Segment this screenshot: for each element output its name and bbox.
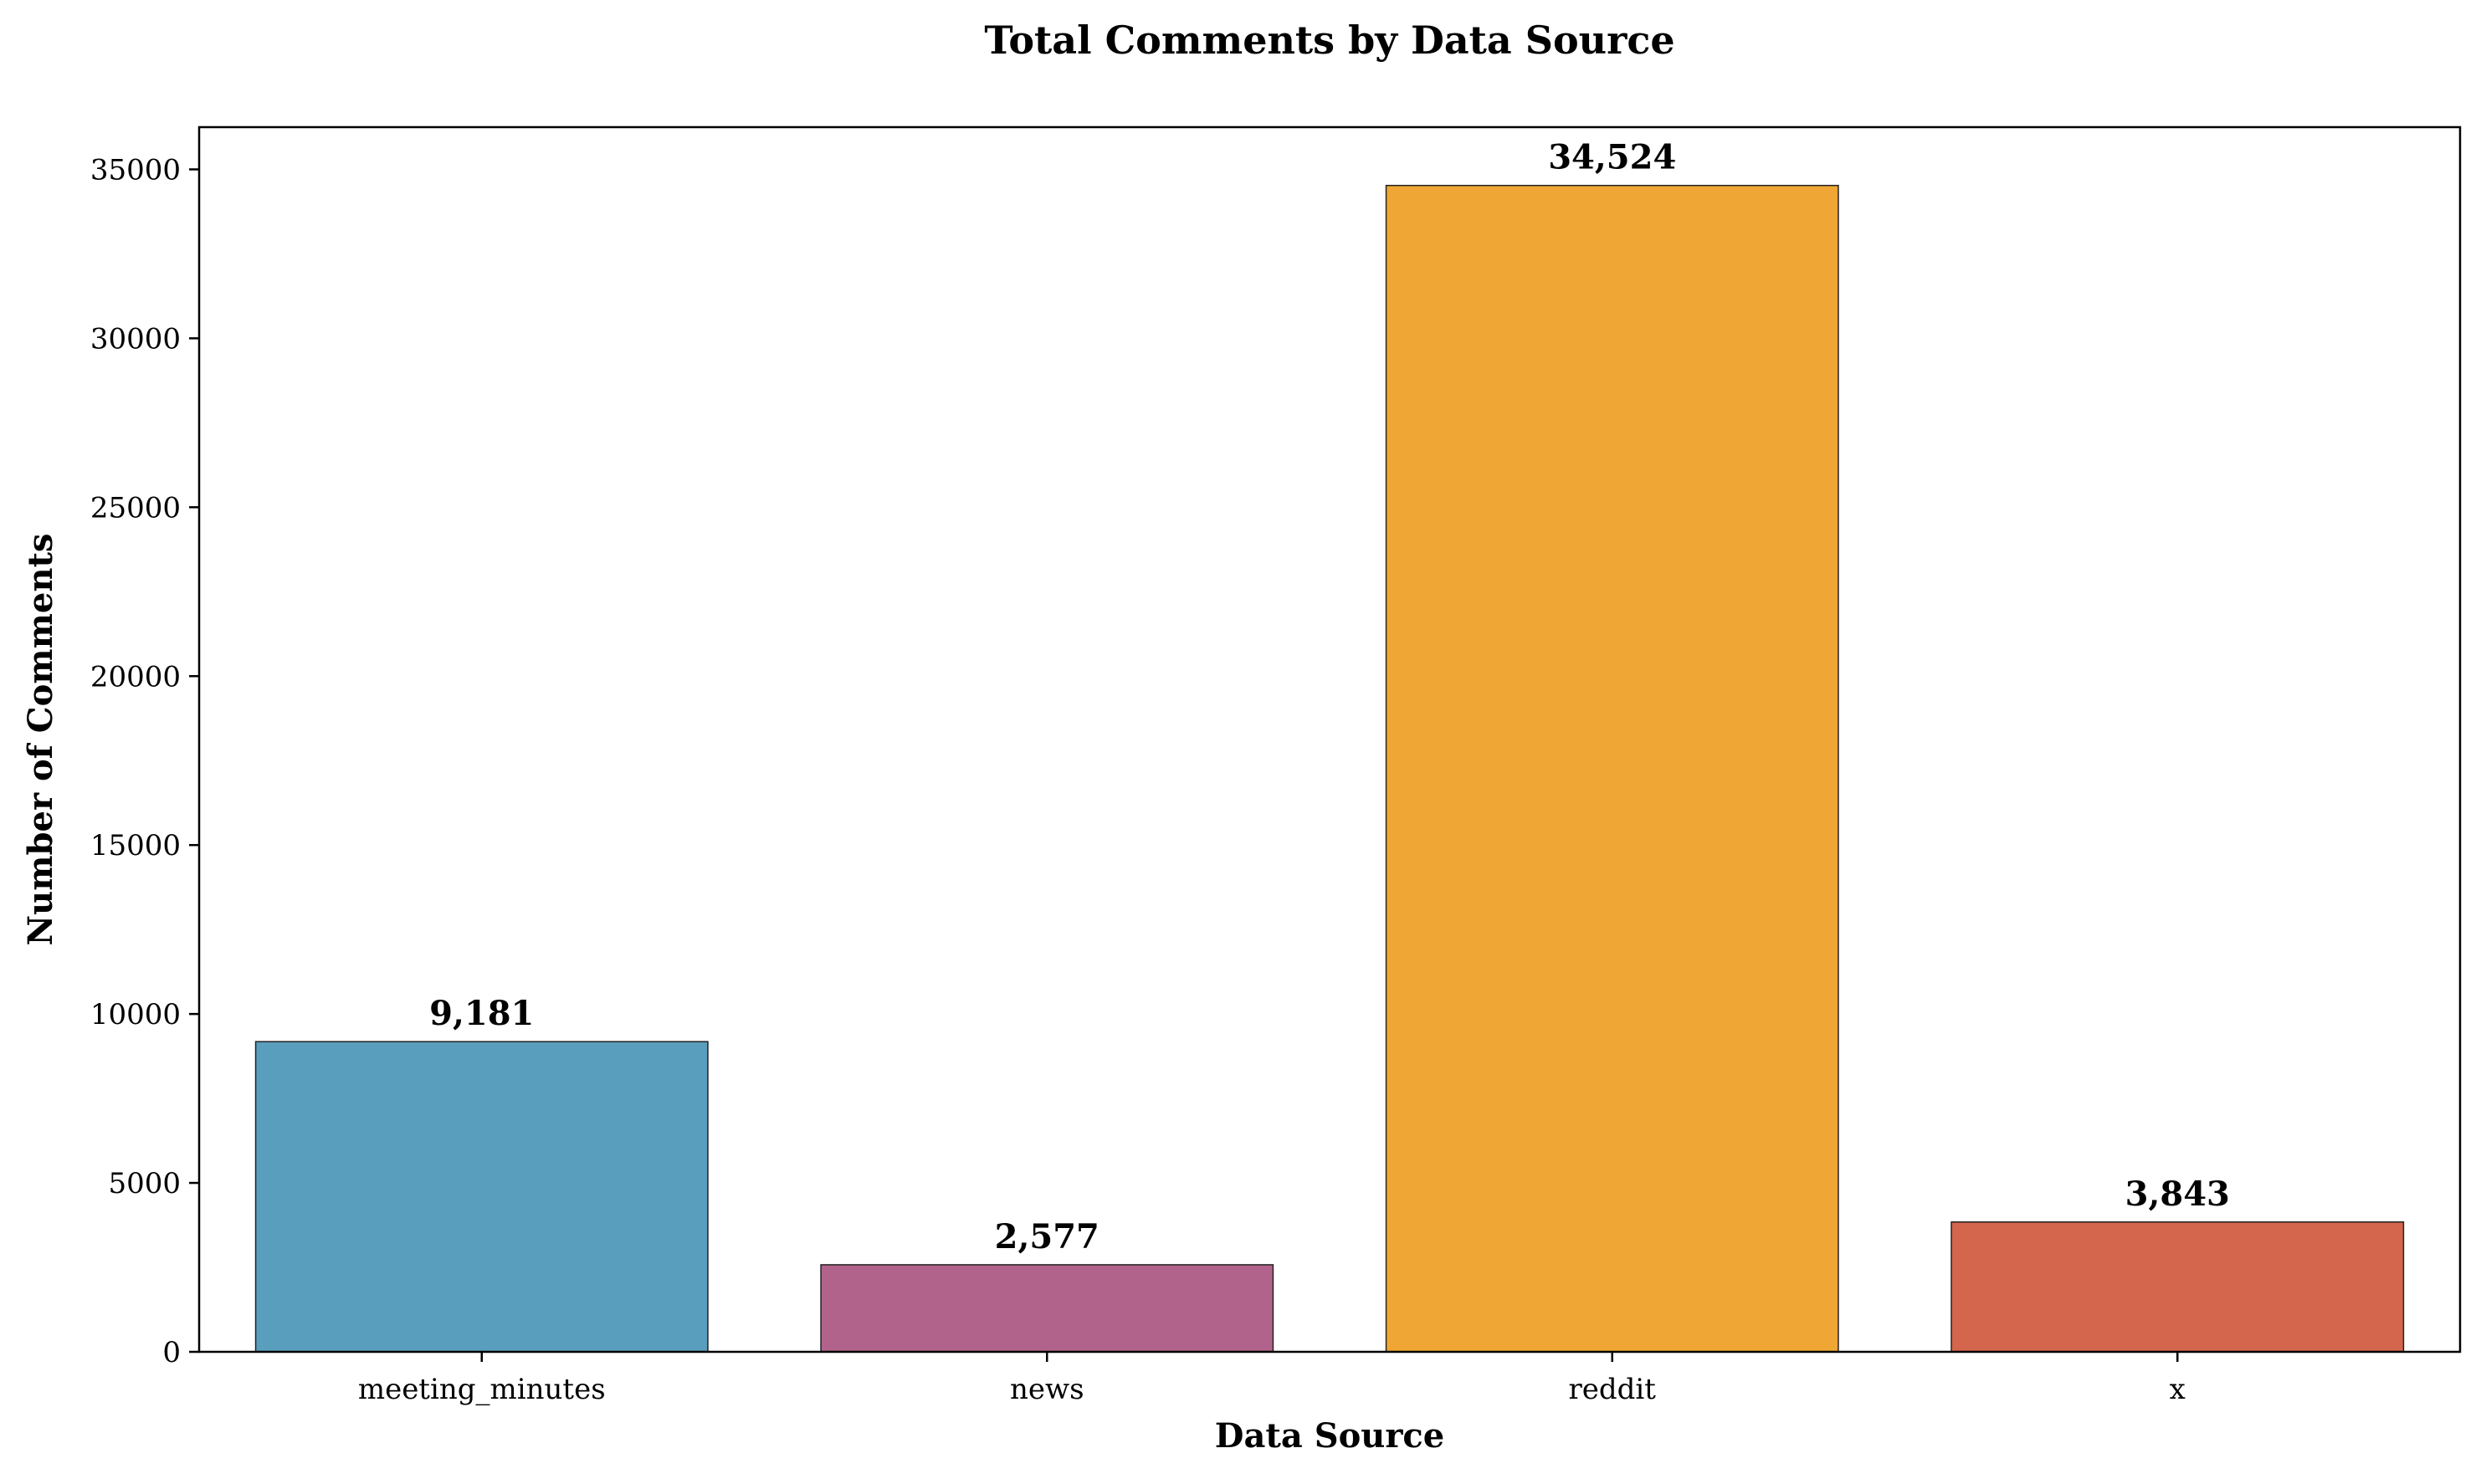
y-tick-label: 30000 bbox=[90, 322, 181, 356]
bar-x bbox=[1950, 1221, 2405, 1353]
bar-value-label: 9,181 bbox=[429, 994, 534, 1033]
bar-value-label: 34,524 bbox=[1548, 138, 1676, 177]
y-tick-label: 20000 bbox=[90, 660, 181, 693]
y-tick-label: 5000 bbox=[108, 1167, 181, 1200]
y-axis-ticks: 0 5000 10000 15000 20000 25000 30000 35000 bbox=[90, 153, 199, 1369]
bars-group bbox=[254, 184, 2405, 1353]
data-labels-group: 9,181 2,577 34,524 3,843 bbox=[429, 138, 2230, 1256]
x-tick-label: reddit bbox=[1569, 1373, 1657, 1406]
x-tick-label: x bbox=[2170, 1373, 2186, 1406]
y-axis-label: Number of Comments bbox=[21, 534, 60, 946]
bar-meeting-minutes bbox=[254, 1041, 709, 1353]
bar-reddit bbox=[1385, 184, 1839, 1353]
x-tick-label: meeting_minutes bbox=[358, 1373, 606, 1406]
x-axis-label: Data Source bbox=[1215, 1416, 1444, 1456]
bar-news bbox=[820, 1264, 1274, 1353]
y-tick-label: 0 bbox=[162, 1336, 181, 1369]
x-axis-ticks: meeting_minutes news reddit x bbox=[358, 1352, 2186, 1406]
y-tick-label: 10000 bbox=[90, 998, 181, 1031]
chart-title: Total Comments by Data Source bbox=[984, 18, 1674, 63]
bar-value-label: 3,843 bbox=[2125, 1174, 2230, 1214]
y-tick-label: 15000 bbox=[90, 829, 181, 862]
y-tick-label: 25000 bbox=[90, 491, 181, 525]
plot-area-frame bbox=[197, 125, 2462, 1354]
bar-value-label: 2,577 bbox=[995, 1217, 1099, 1256]
y-tick-label: 35000 bbox=[90, 153, 181, 187]
x-tick-label: news bbox=[1010, 1373, 1084, 1406]
